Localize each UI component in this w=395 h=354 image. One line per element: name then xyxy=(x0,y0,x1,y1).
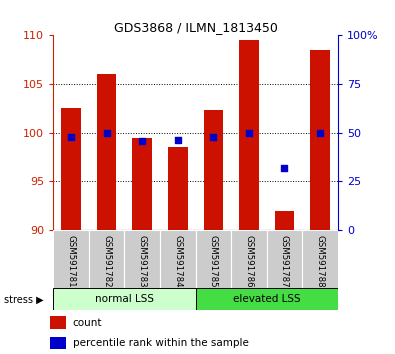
Point xyxy=(317,130,323,136)
Bar xyxy=(50,316,66,329)
Text: stress ▶: stress ▶ xyxy=(4,295,43,305)
Bar xyxy=(89,230,124,289)
Bar xyxy=(203,110,223,230)
Text: count: count xyxy=(73,318,102,328)
Bar xyxy=(168,147,188,230)
Text: elevated LSS: elevated LSS xyxy=(233,294,301,304)
Text: GSM591787: GSM591787 xyxy=(280,235,289,287)
Bar xyxy=(310,50,330,230)
Bar xyxy=(53,288,196,310)
Bar xyxy=(61,108,81,230)
Text: GSM591783: GSM591783 xyxy=(138,235,147,287)
Bar xyxy=(239,40,259,230)
Bar xyxy=(124,230,160,289)
Text: percentile rank within the sample: percentile rank within the sample xyxy=(73,338,248,348)
Bar xyxy=(132,138,152,230)
Text: GSM591782: GSM591782 xyxy=(102,235,111,287)
Bar xyxy=(302,230,338,289)
Text: GSM591784: GSM591784 xyxy=(173,235,182,287)
Bar xyxy=(196,230,231,289)
Point xyxy=(175,137,181,142)
Bar xyxy=(231,230,267,289)
Text: GSM591788: GSM591788 xyxy=(316,235,324,287)
Bar xyxy=(97,74,117,230)
Bar xyxy=(50,337,66,349)
Text: GSM591785: GSM591785 xyxy=(209,235,218,287)
Bar xyxy=(267,230,302,289)
Point xyxy=(246,130,252,136)
Point xyxy=(68,134,74,139)
Bar xyxy=(275,211,294,230)
Text: GSM591786: GSM591786 xyxy=(245,235,253,287)
Point xyxy=(139,138,145,143)
Point xyxy=(281,165,288,171)
Text: GSM591781: GSM591781 xyxy=(67,235,75,287)
Title: GDS3868 / ILMN_1813450: GDS3868 / ILMN_1813450 xyxy=(114,21,277,34)
Point xyxy=(103,130,110,136)
Bar xyxy=(53,230,89,289)
Text: normal LSS: normal LSS xyxy=(95,294,154,304)
Point xyxy=(210,134,216,139)
Bar xyxy=(160,230,196,289)
Bar xyxy=(196,288,338,310)
